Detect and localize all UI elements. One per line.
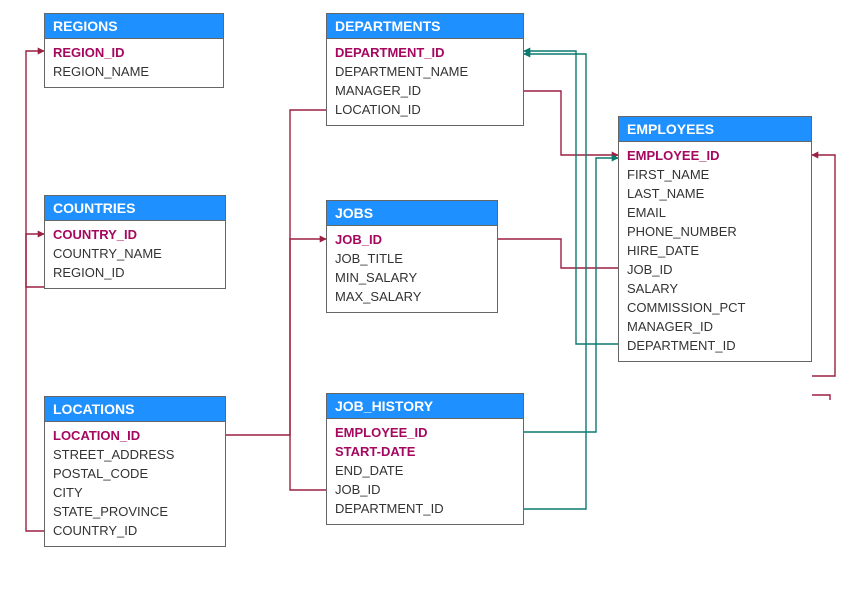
field-country_name: COUNTRY_NAME: [53, 244, 217, 263]
table-body: EMPLOYEE_IDFIRST_NAMELAST_NAMEEMAILPHONE…: [618, 142, 812, 362]
field-job_id: JOB_ID: [335, 480, 515, 499]
table-employees: EMPLOYEESEMPLOYEE_IDFIRST_NAMELAST_NAMEE…: [618, 116, 812, 362]
edge-employees-departmentid-right-to-departments: [812, 395, 830, 400]
field-department_name: DEPARTMENT_NAME: [335, 62, 515, 81]
field-department_id: DEPARTMENT_ID: [335, 499, 515, 518]
edge-employees-jobid-to-jobs: [498, 239, 618, 268]
field-start-date: START-DATE: [335, 442, 515, 461]
field-manager_id: MANAGER_ID: [627, 317, 803, 336]
field-region_name: REGION_NAME: [53, 62, 215, 81]
table-body: DEPARTMENT_IDDEPARTMENT_NAMEMANAGER_IDLO…: [326, 39, 524, 126]
edge-employees-managerid-to-employees-self: [812, 155, 835, 376]
field-employee_id: EMPLOYEE_ID: [627, 146, 803, 165]
field-country_id: COUNTRY_ID: [53, 225, 217, 244]
field-email: EMAIL: [627, 203, 803, 222]
field-region_id: REGION_ID: [53, 263, 217, 282]
field-location_id: LOCATION_ID: [53, 426, 217, 445]
field-last_name: LAST_NAME: [627, 184, 803, 203]
field-department_id: DEPARTMENT_ID: [335, 43, 515, 62]
edge-departments-locationid-to-locations: [226, 110, 326, 435]
field-first_name: FIRST_NAME: [627, 165, 803, 184]
table-title: JOBS: [326, 200, 498, 226]
field-region_id: REGION_ID: [53, 43, 215, 62]
edge-locations-countryid-to-countries: [26, 234, 44, 531]
table-body: COUNTRY_IDCOUNTRY_NAMEREGION_ID: [44, 221, 226, 289]
field-job_id: JOB_ID: [335, 230, 489, 249]
table-countries: COUNTRIESCOUNTRY_IDCOUNTRY_NAMEREGION_ID: [44, 195, 226, 289]
field-phone_number: PHONE_NUMBER: [627, 222, 803, 241]
field-min_salary: MIN_SALARY: [335, 268, 489, 287]
field-job_title: JOB_TITLE: [335, 249, 489, 268]
table-title: DEPARTMENTS: [326, 13, 524, 39]
table-body: EMPLOYEE_IDSTART-DATEEND_DATEJOB_IDDEPAR…: [326, 419, 524, 525]
edge-jobhistory-employeeid-to-employees: [524, 158, 618, 432]
table-title: JOB_HISTORY: [326, 393, 524, 419]
field-postal_code: POSTAL_CODE: [53, 464, 217, 483]
field-employee_id: EMPLOYEE_ID: [335, 423, 515, 442]
field-city: CITY: [53, 483, 217, 502]
field-salary: SALARY: [627, 279, 803, 298]
edge-jobhistory-jobid-to-jobs: [290, 239, 326, 490]
table-departments: DEPARTMENTSDEPARTMENT_IDDEPARTMENT_NAMEM…: [326, 13, 524, 126]
table-title: EMPLOYEES: [618, 116, 812, 142]
edge-jobhistory-departmentid-to-departments: [524, 54, 586, 509]
edge-employees-departmentid-to-departments: [524, 51, 618, 344]
table-title: COUNTRIES: [44, 195, 226, 221]
table-body: JOB_IDJOB_TITLEMIN_SALARYMAX_SALARY: [326, 226, 498, 313]
table-locations: LOCATIONSLOCATION_IDSTREET_ADDRESSPOSTAL…: [44, 396, 226, 547]
edge-departments-managerid-to-employees: [524, 91, 618, 155]
table-body: REGION_IDREGION_NAME: [44, 39, 224, 88]
field-street_address: STREET_ADDRESS: [53, 445, 217, 464]
table-body: LOCATION_IDSTREET_ADDRESSPOSTAL_CODECITY…: [44, 422, 226, 547]
edge-countries-regionid-to-regions: [26, 51, 44, 287]
field-manager_id: MANAGER_ID: [335, 81, 515, 100]
field-job_id: JOB_ID: [627, 260, 803, 279]
field-commission_pct: COMMISSION_PCT: [627, 298, 803, 317]
table-title: REGIONS: [44, 13, 224, 39]
field-hire_date: HIRE_DATE: [627, 241, 803, 260]
field-state_province: STATE_PROVINCE: [53, 502, 217, 521]
er-diagram-canvas: REGIONSREGION_IDREGION_NAMECOUNTRIESCOUN…: [0, 0, 852, 606]
field-department_id: DEPARTMENT_ID: [627, 336, 803, 355]
field-end_date: END_DATE: [335, 461, 515, 480]
table-regions: REGIONSREGION_IDREGION_NAME: [44, 13, 224, 88]
table-jobs: JOBSJOB_IDJOB_TITLEMIN_SALARYMAX_SALARY: [326, 200, 498, 313]
field-country_id: COUNTRY_ID: [53, 521, 217, 540]
field-max_salary: MAX_SALARY: [335, 287, 489, 306]
table-title: LOCATIONS: [44, 396, 226, 422]
table-job_history: JOB_HISTORYEMPLOYEE_IDSTART-DATEEND_DATE…: [326, 393, 524, 525]
field-location_id: LOCATION_ID: [335, 100, 515, 119]
